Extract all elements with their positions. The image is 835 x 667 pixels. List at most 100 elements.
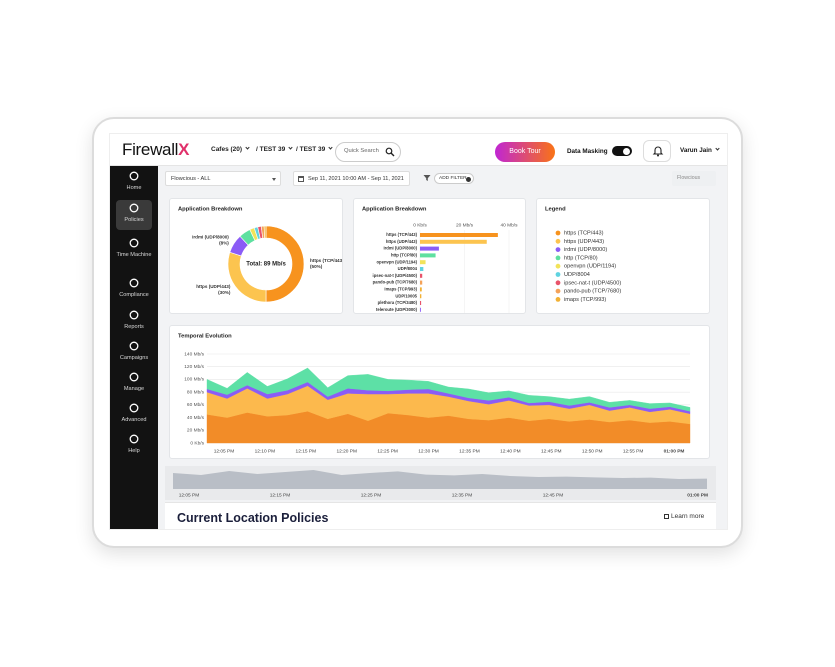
bar — [420, 307, 421, 312]
date-range[interactable]: Sep 11, 2021 10:00 AM - Sep 11, 2021 — [293, 171, 410, 186]
legend-panel: Legend https (TCP/443) https (UDP/443) irdm… — [536, 198, 710, 314]
bell-icon — [652, 146, 664, 157]
legend-swatch — [555, 255, 561, 261]
x-tick-label: 12:20 PM — [336, 448, 357, 454]
nav-item[interactable]: Policies — [124, 217, 144, 223]
bar-label: UDP/10005 — [395, 293, 417, 298]
nav-icon — [129, 434, 139, 444]
active-item-highlight — [116, 200, 152, 230]
overview-area — [173, 470, 707, 489]
bar — [420, 260, 426, 265]
nav-icon — [129, 310, 139, 320]
overview-tick-label: 12:35 PM — [452, 492, 473, 498]
bar-label: http (TCP/80) — [391, 253, 418, 258]
breadcrumb[interactable]: / TEST 39 — [256, 145, 293, 156]
y-tick-label: 20 Mb/s — [187, 428, 205, 434]
nav-item[interactable]: Campaigns — [119, 355, 149, 361]
icon-part — [423, 175, 431, 181]
notifications-button[interactable] — [643, 140, 671, 162]
x-tick-label: 12:55 PM — [623, 448, 644, 454]
calendar-icon — [298, 176, 304, 182]
bar — [420, 273, 423, 278]
slice-callout-name: irdmi (UDP/8000) — [192, 235, 229, 240]
view-select[interactable]: Flowcious — [672, 171, 716, 186]
logo-text: Firewall — [122, 140, 179, 159]
data-masking-toggle[interactable] — [612, 146, 632, 156]
legend-label: openvpn (UDP/1194) — [564, 264, 616, 270]
icon-part — [129, 403, 139, 413]
legend-label: pando-pub (TCP/7680) — [564, 289, 621, 295]
add-icon — [466, 176, 471, 182]
icon-part — [657, 154, 659, 157]
nav-item[interactable]: Manage — [123, 386, 145, 392]
bar-label: https (TCP/443) — [386, 232, 417, 237]
nav-icon — [129, 171, 139, 181]
icon-part — [385, 147, 393, 155]
search-icon — [385, 147, 395, 157]
bar-label: teleroute (UDP/3000) — [376, 307, 418, 312]
donut-panel: Application Breakdown https (TCP/443) (50%… — [169, 198, 343, 314]
overview-tick-label: 12:45 PM — [543, 492, 564, 498]
icon-part — [129, 171, 139, 181]
x-tick-label: 12:30 PM — [418, 448, 439, 454]
overview-tick-label: 12:05 PM — [179, 492, 200, 498]
breadcrumb-label: / TEST 39 — [296, 146, 326, 153]
donut-slice — [263, 225, 267, 239]
slice-callout-name: https (UDP/443) — [196, 284, 231, 289]
y-tick-label: 80 Mb/s — [187, 389, 205, 395]
learn-more-link[interactable]: Learn more — [664, 513, 704, 522]
bar — [420, 294, 422, 299]
x-tick-label: 0 Kb/s — [413, 222, 427, 228]
nav-item[interactable]: Home — [126, 185, 142, 191]
x-tick-label: 12:45 PM — [541, 448, 562, 454]
panel-svg: Application Breakdown https (TCP/443)(50%… — [178, 207, 342, 303]
panel-title: Application Breakdown — [362, 207, 427, 213]
toggle-knob — [623, 147, 630, 155]
overview-tick-label: 12:15 PM — [270, 492, 291, 498]
breadcrumb[interactable]: Cafes (20) — [211, 145, 250, 156]
book-tour-button[interactable]: Book Tour — [495, 142, 555, 162]
panel-svg: Legend https (TCP/443) https (UDP/443) irdm… — [545, 207, 621, 303]
legend-label: ipsec-nat-t (UDP/4500) — [564, 280, 621, 286]
bar — [420, 253, 436, 258]
add-filter-label: ADD FILTER — [439, 176, 467, 181]
nav-item[interactable]: Reports — [124, 324, 144, 330]
icon-part — [129, 310, 139, 320]
y-tick-label: 60 Mb/s — [187, 402, 205, 408]
bar-label: UDP/8004 — [398, 266, 418, 271]
nav-item[interactable]: Time Machine — [116, 252, 152, 258]
panel-title: Temporal Evolution — [178, 334, 232, 340]
donut-center-label: Total: 89 Mb/s — [246, 262, 286, 268]
legend-label: https (UDP/443) — [564, 239, 604, 245]
add-filter-button[interactable]: ADD FILTER — [434, 173, 474, 184]
nav-item[interactable]: Advanced — [121, 417, 147, 423]
panel-svg: Temporal Evolution 0 Kb/s 20 Mb/s 40 Mb/s 60… — [178, 334, 691, 454]
bar — [420, 233, 498, 237]
nav-item[interactable]: Compliance — [119, 292, 149, 298]
policies-title: Current Location Policies — [177, 511, 329, 525]
bar — [420, 246, 439, 251]
bar — [420, 267, 424, 271]
legend-label: UDP/8004 — [564, 272, 590, 278]
search-box[interactable]: Quick Search — [335, 142, 401, 162]
breadcrumb-label: / TEST 39 — [256, 146, 286, 153]
chevron — [715, 146, 720, 151]
x-tick-label: 12:40 PM — [500, 448, 521, 454]
bar — [420, 287, 422, 292]
legend-swatch — [555, 238, 561, 244]
user-menu[interactable]: Varun Jain — [680, 146, 720, 156]
nav-item[interactable]: Help — [128, 448, 140, 454]
bar-label: imaps (TCP/993) — [384, 287, 417, 292]
breadcrumb[interactable]: / TEST 39 — [296, 145, 333, 156]
user-name: Varun Jain — [680, 147, 712, 154]
header-border — [110, 165, 727, 166]
x-tick-label: 20 Mb/s — [456, 222, 474, 228]
icon-part — [129, 278, 139, 288]
y-tick-label: 140 Mb/s — [184, 351, 204, 357]
bar — [420, 239, 487, 244]
flow-select[interactable]: Flowcious - ALL — [165, 171, 281, 186]
legend-label: http (TCP/80) — [564, 255, 598, 261]
y-tick-label: 120 Mb/s — [184, 364, 204, 370]
icon-part — [652, 146, 664, 155]
